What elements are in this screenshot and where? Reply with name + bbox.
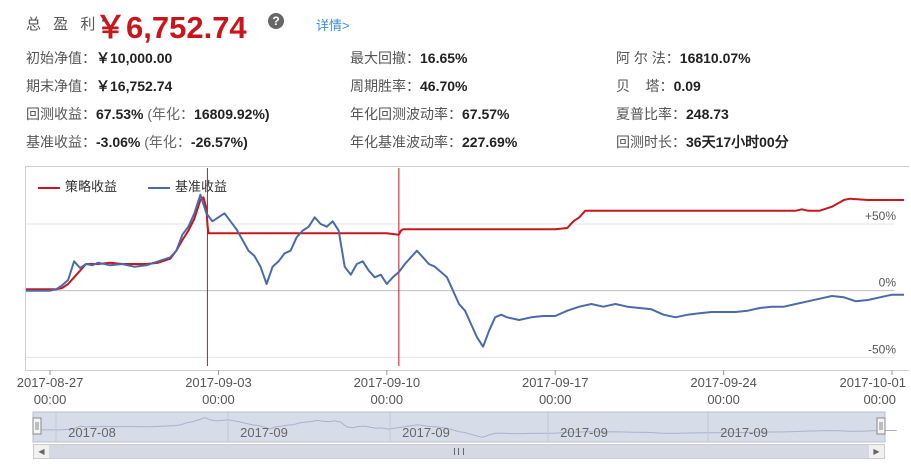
stat-key: 周期胜率： [350, 78, 420, 94]
x-tick-label-date: 2017-09-24 [690, 375, 757, 390]
x-tick-label-date: 2017-09-17 [522, 375, 589, 390]
total-profit-value: ￥6,752.74 [95, 10, 247, 45]
stat-value: 46.70% [420, 78, 468, 94]
navigator-label: 2017-09 [560, 425, 608, 440]
legend-swatch [38, 186, 60, 189]
stat-value: 16810.07% [679, 50, 751, 66]
stat-key: 回测收益： [26, 106, 96, 122]
stat-benchmark-volatility: 年化基准波动率：227.69% [350, 132, 517, 152]
stat-key: 夏普比率： [616, 106, 686, 122]
stat-sharpe: 夏普比率：248.73 [616, 104, 729, 124]
legend-swatch [148, 186, 170, 189]
navigator-series-line [33, 416, 897, 438]
y-tick-label: -50% [868, 342, 896, 356]
navigator-label: 2017-09 [720, 425, 768, 440]
y-tick-label: 0% [879, 276, 897, 290]
stat-value: 16.65% [420, 50, 468, 66]
x-tick-label-date: 2017-09-03 [185, 375, 252, 390]
grip-lines-icon [454, 448, 464, 455]
stat-backtest-volatility: 年化回测波动率：67.57% [350, 104, 509, 124]
legend-strategy[interactable]: 策略收益 [38, 176, 117, 195]
navigator-scrollbar[interactable]: ◀ ▶ [33, 444, 885, 459]
stat-value: 67.57% [462, 106, 510, 122]
navigator-handle [32, 417, 42, 435]
stat-value: ￥10,000.00 [96, 50, 173, 66]
stat-value: 248.73 [686, 106, 729, 122]
triangle-left-icon[interactable]: ◀ [38, 447, 45, 456]
navigator-label: 2017-09 [240, 425, 288, 440]
stat-value: 67.53% [96, 106, 144, 122]
x-tick-label-time: 00:00 [202, 392, 235, 407]
x-tick-label-time: 00:00 [371, 392, 404, 407]
strategy-return-line [26, 196, 904, 291]
x-tick-label-time: 00:00 [34, 392, 67, 407]
summary-panel: 总 盈 利： ￥6,752.74 ? 详情> 初始净值：￥10,000.00 最… [0, 0, 911, 165]
stat-backtest-duration: 回测时长：36天17小时00分 [616, 132, 789, 152]
triangle-right-icon[interactable]: ▶ [873, 447, 880, 456]
stat-key: 年化回测波动率： [350, 106, 462, 122]
stat-note-value: 16809.92%) [194, 106, 270, 122]
navigator-scroll-thumb[interactable] [49, 445, 869, 458]
legend-label: 基准收益 [175, 179, 228, 194]
stat-note-value: -26.57%) [190, 134, 248, 150]
navigator-label: 2017-09 [402, 425, 450, 440]
navigator-label: 2017-08 [68, 425, 116, 440]
stat-beta: 贝 塔：0.09 [616, 76, 701, 96]
x-tick-label-time: 00:00 [707, 392, 740, 407]
x-tick-label-time: 00:00 [539, 392, 572, 407]
navigator-handle [876, 417, 886, 435]
chart-frame [25, 166, 909, 371]
total-profit-label: 总 盈 利： [26, 16, 119, 33]
stat-key: 初始净值： [26, 50, 96, 66]
stat-final-nav: 期末净值：￥16,752.74 [26, 76, 172, 96]
x-tick-label-date: 2017-08-27 [17, 375, 84, 390]
stat-key: 期末净值： [26, 78, 96, 94]
stat-alpha: 阿 尔 法：16810.07% [616, 48, 751, 68]
navigator-window [32, 411, 886, 443]
detail-link[interactable]: 详情> [316, 18, 350, 33]
legend-label: 策略收益 [65, 179, 118, 194]
question-circle-icon[interactable]: ? [268, 13, 284, 29]
stat-value: ￥16,752.74 [96, 78, 173, 94]
stat-value: -3.06% [96, 134, 141, 150]
stat-key: 回测时长： [616, 134, 686, 150]
benchmark-return-line [26, 193, 904, 348]
stat-note: (年化： [147, 106, 195, 122]
stat-max-drawdown: 最大回撤：16.65% [350, 48, 467, 68]
x-tick-label-time: 00:00 [863, 392, 896, 407]
stat-benchmark-return: 基准收益：-3.06% (年化：-26.57%) [26, 132, 248, 152]
stat-value: 36天17小时00分 [686, 134, 789, 150]
stat-value: 0.09 [673, 78, 701, 94]
stat-initial-nav: 初始净值：￥10,000.00 [26, 48, 172, 68]
stat-key: 基准收益： [26, 134, 96, 150]
stat-value: 227.69% [462, 134, 518, 150]
stat-backtest-return: 回测收益：67.53% (年化：16809.92%) [26, 104, 270, 124]
stat-key: 贝 塔： [616, 78, 674, 94]
legend-benchmark[interactable]: 基准收益 [148, 176, 227, 195]
x-tick-label-date: 2017-10-01 [840, 375, 907, 390]
y-tick-label: +50% [865, 209, 896, 223]
stat-key: 年化基准波动率： [350, 134, 462, 150]
x-tick-label-date: 2017-09-10 [354, 375, 421, 390]
stat-note: (年化： [144, 134, 191, 150]
stat-win-rate: 周期胜率：46.70% [350, 76, 467, 96]
stat-key: 最大回撤： [350, 50, 420, 66]
stat-key: 阿 尔 法： [616, 50, 680, 66]
